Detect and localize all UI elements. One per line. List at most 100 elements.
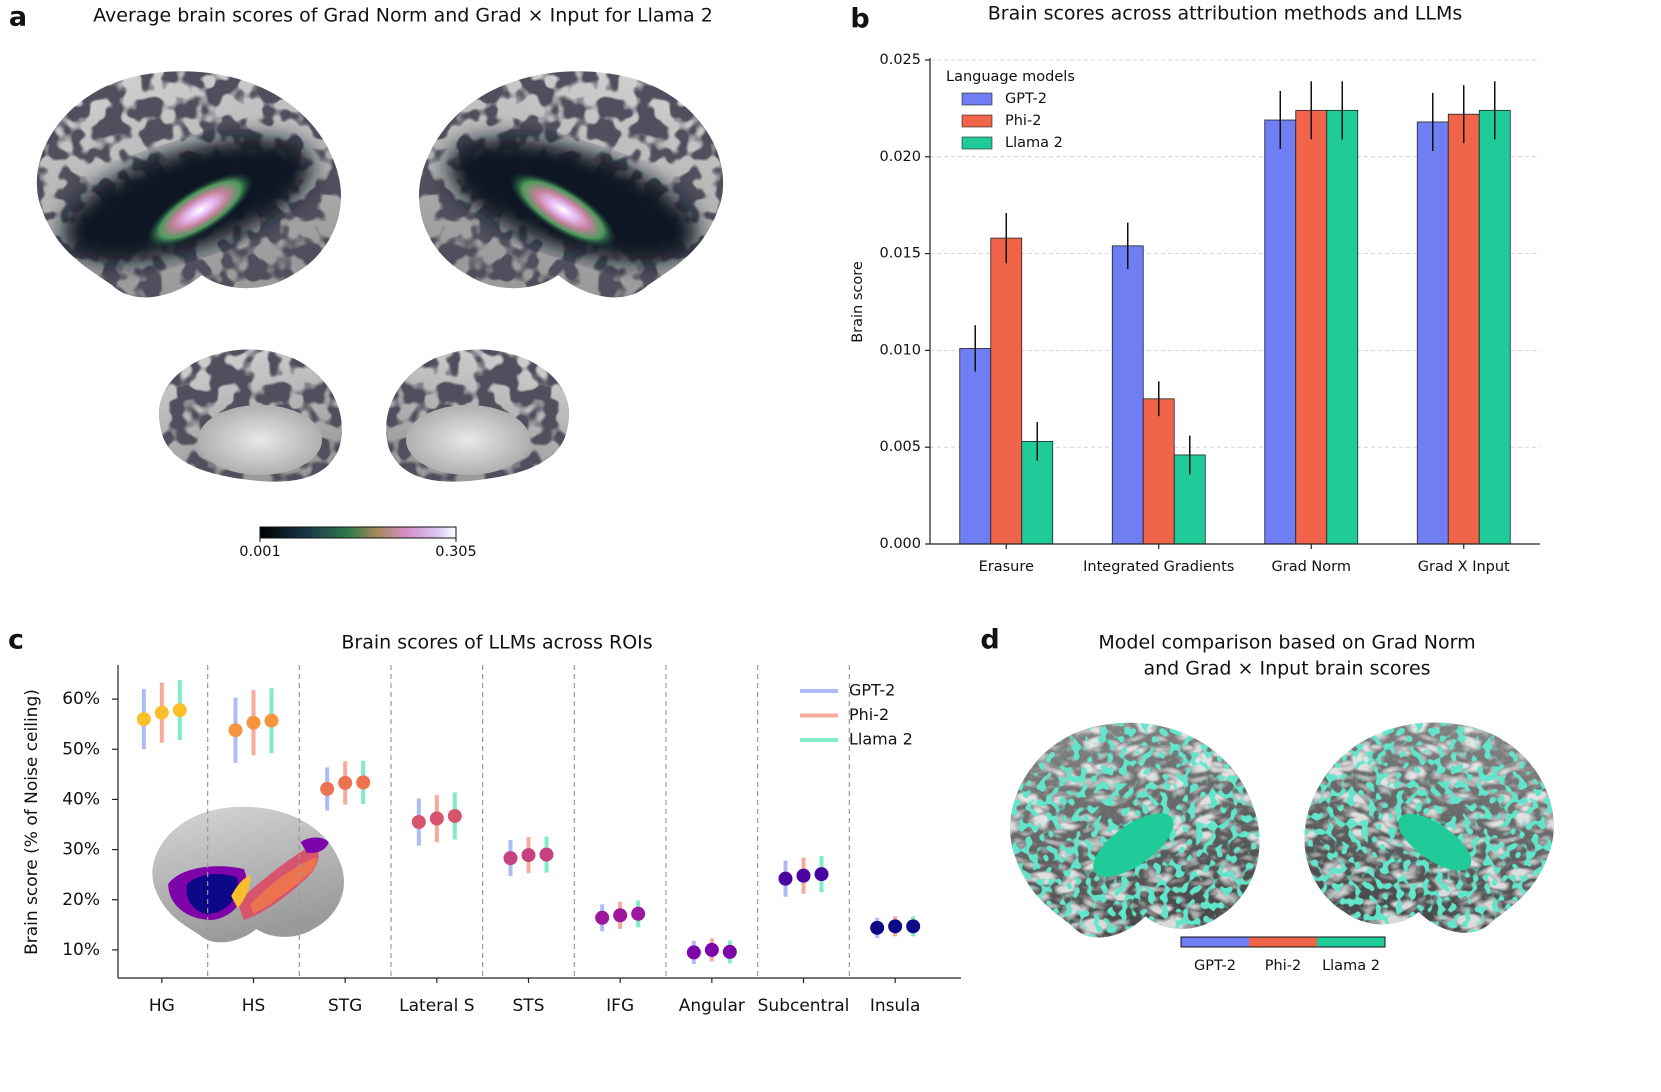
panel-title: Brain scores across attribution methods … (988, 3, 1463, 25)
legend-label: GPT-2 (849, 681, 895, 700)
panel-label: c (8, 625, 24, 656)
brain-medial-left (158, 349, 342, 482)
y-tick-label: 0.010 (879, 342, 921, 358)
y-axis-label: Brain score (% of Noise ceiling) (22, 689, 42, 955)
legend-label: Phi-2 (849, 705, 889, 724)
brain-overlay (386, 349, 570, 482)
bar (1326, 109, 1359, 545)
brain-lateral-right-comparison (1304, 722, 1554, 933)
x-tick-label: Integrated Gradients (1083, 559, 1234, 575)
colorbar-label: Llama 2 (1322, 958, 1380, 974)
dot (539, 847, 554, 862)
dot (228, 723, 243, 738)
dot (411, 815, 426, 830)
y-tick-label: 0.005 (879, 439, 921, 455)
colorbar-segment (1181, 937, 1249, 947)
colorbar-segment (1249, 937, 1317, 947)
dot (136, 712, 151, 727)
colorbar-tick-label: 0.001 (239, 544, 281, 560)
x-tick-label: IFG (606, 996, 634, 1016)
y-tick-label: 0.025 (879, 52, 921, 68)
dot (870, 920, 885, 935)
panel-title: and Grad × Input brain scores (1143, 658, 1430, 680)
medial-wall (406, 405, 530, 475)
y-tick-label: 10% (62, 940, 100, 960)
dot (778, 871, 793, 886)
dot (154, 705, 169, 720)
colorbar-tick-label: 0.305 (435, 544, 477, 560)
x-tick-label: HS (242, 996, 266, 1016)
roi-region (186, 874, 238, 914)
y-tick-label: 20% (62, 890, 100, 910)
roi-inset-brain (152, 806, 344, 943)
y-tick-label: 0.000 (879, 536, 921, 552)
brain-lateral-right (419, 71, 724, 298)
dot (722, 944, 737, 959)
dot (356, 775, 371, 790)
y-tick-label: 0.020 (879, 149, 921, 165)
colorbar-label: GPT-2 (1194, 958, 1236, 974)
dot (888, 919, 903, 934)
brain-lateral-left (36, 71, 341, 298)
dot (796, 868, 811, 883)
bar (1447, 113, 1480, 545)
panel-label: d (980, 625, 999, 656)
dot (264, 713, 279, 728)
dot (338, 775, 353, 790)
winner-region (1093, 813, 1174, 877)
x-tick-label: HG (149, 996, 175, 1016)
legend-label: Phi-2 (1005, 113, 1041, 129)
legend-swatch (961, 136, 993, 150)
bar (1111, 245, 1144, 545)
brain-overlay (1304, 722, 1554, 933)
x-tick-label: Lateral S (399, 996, 474, 1016)
activation-peak (146, 172, 254, 248)
x-tick-label: STG (328, 996, 362, 1016)
brain-medial-right (386, 349, 570, 482)
x-tick-label: Angular (679, 996, 745, 1016)
dot (631, 906, 646, 921)
dot (814, 867, 829, 882)
bar (1264, 119, 1297, 545)
roi-region (300, 837, 329, 854)
colorbar-segment (1317, 937, 1385, 947)
bar (1295, 109, 1328, 545)
brain-overlay (36, 71, 341, 298)
x-tick-label: Insula (870, 996, 921, 1016)
bar (1142, 398, 1175, 545)
dot (521, 848, 536, 863)
y-tick-label: 40% (62, 789, 100, 809)
brain-lateral-left-comparison (1010, 722, 1260, 938)
panel-title: Average brain scores of Grad Norm and Gr… (93, 5, 713, 27)
panel-title: Model comparison based on Grad Norm (1098, 632, 1475, 654)
roi-region (250, 857, 318, 914)
bar (1416, 121, 1449, 545)
x-tick-label: STS (513, 996, 545, 1016)
bar (990, 237, 1023, 545)
panel-label: a (9, 2, 27, 33)
x-tick-label: Grad X Input (1418, 559, 1510, 575)
colorbar-frame (1180, 936, 1386, 948)
legend-swatch (961, 92, 993, 106)
colorbar (259, 526, 457, 539)
bar (959, 348, 992, 545)
dot (429, 811, 444, 826)
dot (172, 703, 187, 718)
legend-label: GPT-2 (1005, 91, 1047, 107)
activation-peak (509, 172, 617, 248)
dot (704, 942, 719, 957)
medial-wall (198, 405, 322, 475)
dot (320, 781, 335, 796)
legend-swatch (961, 114, 993, 128)
panel-label: b (850, 4, 869, 35)
x-tick-label: Erasure (979, 559, 1034, 575)
legend-label: Llama 2 (1005, 135, 1063, 151)
dot (447, 808, 462, 823)
y-tick-label: 0.015 (879, 246, 921, 262)
brain-overlay (419, 71, 724, 298)
brain-overlay (1010, 722, 1260, 938)
dot (246, 715, 261, 730)
brain-overlay (158, 349, 342, 482)
dot (686, 945, 701, 960)
